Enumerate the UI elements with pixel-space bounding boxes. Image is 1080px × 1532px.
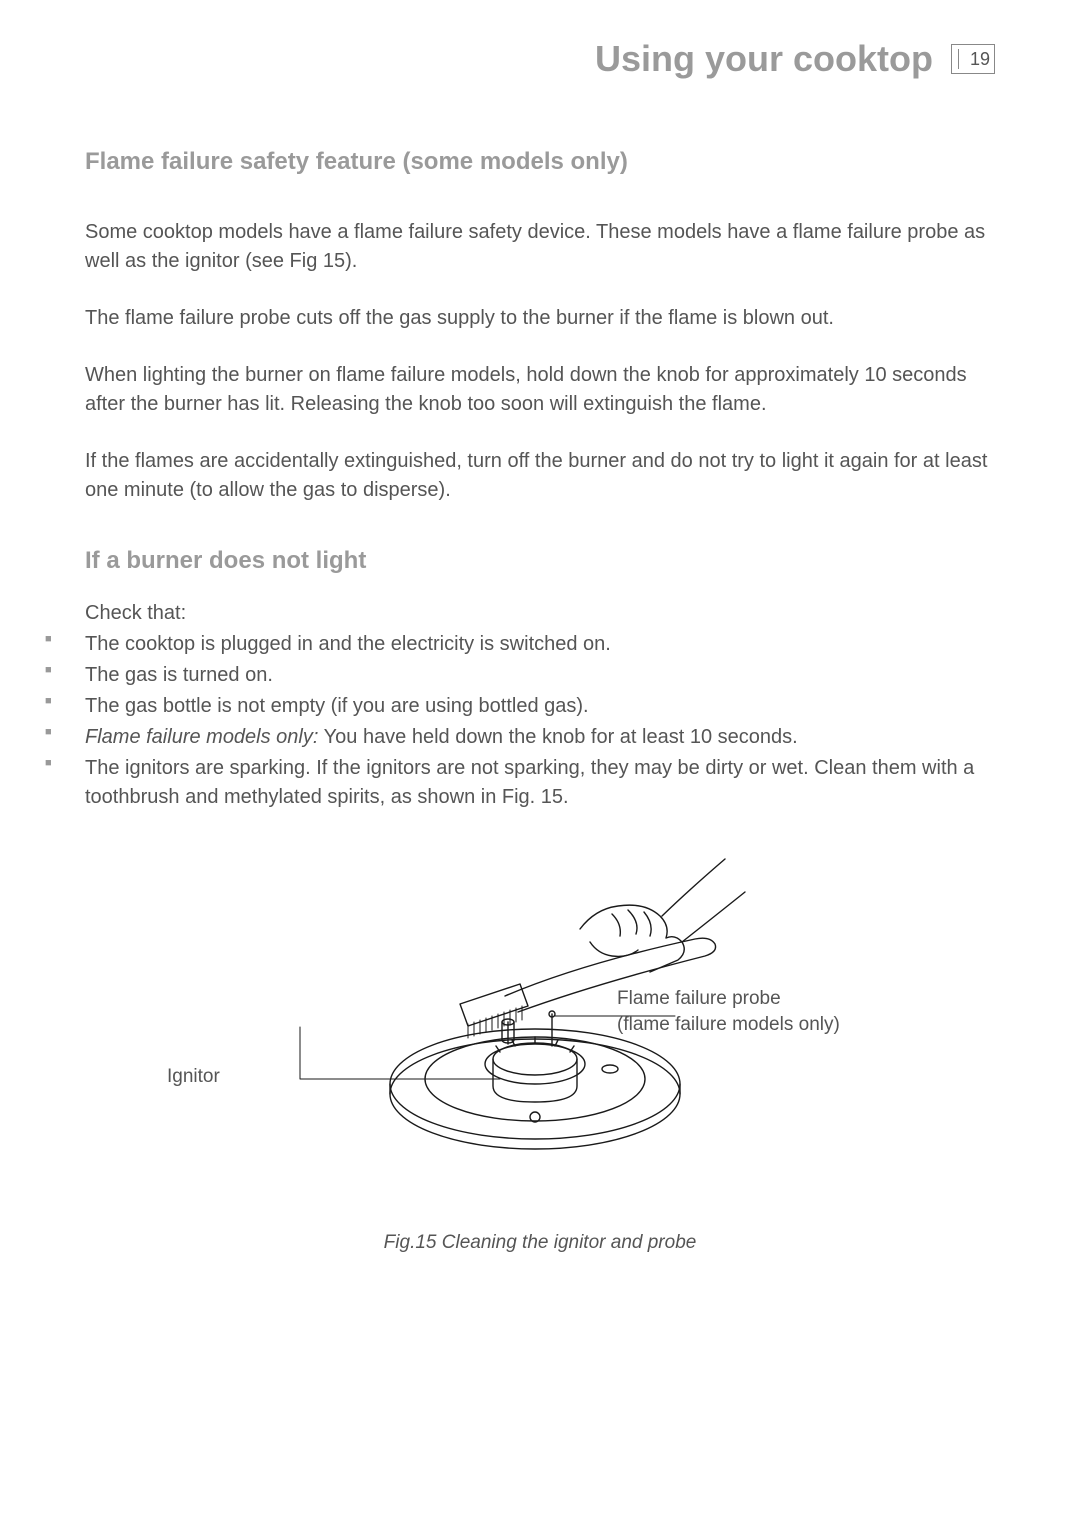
paragraph: The flame failure probe cuts off the gas…: [85, 304, 995, 333]
section-heading: Flame failure safety feature (some model…: [85, 148, 995, 176]
page-number: 19: [970, 49, 990, 70]
figure-15: Ignitor Flame failure probe (flame failu…: [85, 834, 995, 1214]
paragraph: If the flames are accidentally extinguis…: [85, 447, 995, 505]
list-intro: Check that:: [85, 599, 995, 628]
page-header: Using your cooktop 19: [85, 38, 995, 80]
page-title: Using your cooktop: [595, 38, 933, 80]
paragraph: When lighting the burner on flame failur…: [85, 361, 995, 419]
list-item: The ignitors are sparking. If the ignito…: [45, 754, 995, 812]
list-item-prefix: Flame failure models only:: [85, 726, 318, 748]
list-item: The gas bottle is not empty (if you are …: [45, 692, 995, 721]
check-list: The cooktop is plugged in and the electr…: [85, 630, 995, 812]
list-item: The gas is turned on.: [45, 661, 995, 690]
figure-label-probe: Flame failure probe (flame failure model…: [617, 986, 840, 1037]
section-heading: If a burner does not light: [85, 547, 995, 575]
section-burner-not-light: If a burner does not light Check that: T…: [85, 547, 995, 812]
page-number-box: 19: [951, 44, 995, 74]
list-item-text: You have held down the knob for at least…: [318, 726, 797, 748]
list-item: The cooktop is plugged in and the electr…: [45, 630, 995, 659]
figure-label-ignitor: Ignitor: [167, 1064, 220, 1090]
figure-label-line2: (flame failure models only): [617, 1014, 840, 1035]
list-item: Flame failure models only: You have held…: [45, 723, 995, 752]
section-flame-failure: Flame failure safety feature (some model…: [85, 148, 995, 505]
figure-caption: Fig.15 Cleaning the ignitor and probe: [85, 1232, 995, 1254]
paragraph: Some cooktop models have a flame failure…: [85, 218, 995, 276]
figure-label-line1: Flame failure probe: [617, 988, 781, 1009]
